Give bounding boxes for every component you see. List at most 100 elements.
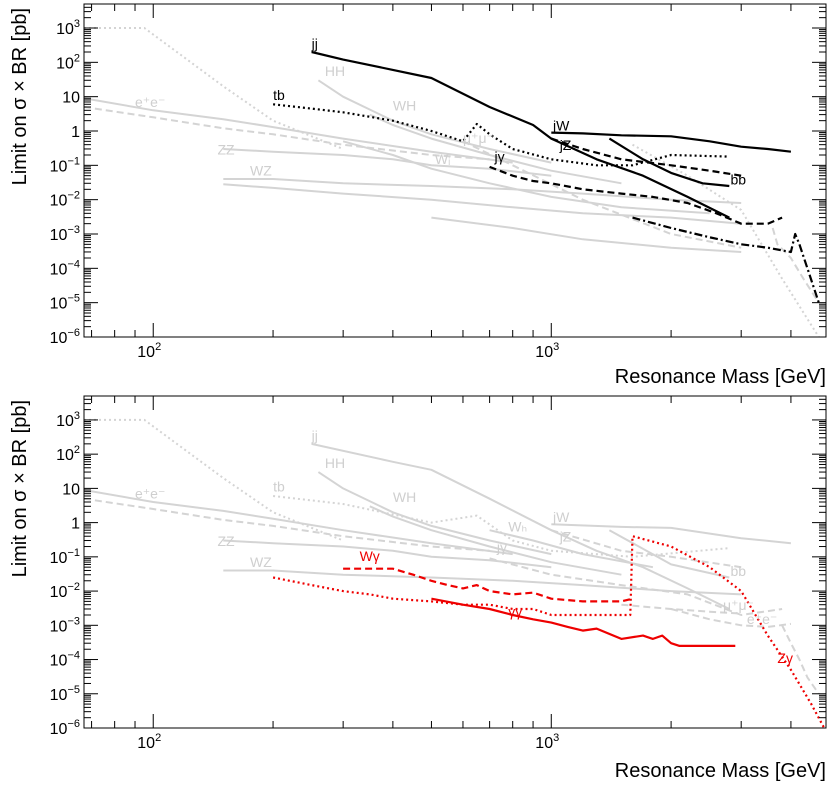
- series-label: WZ: [250, 163, 272, 179]
- series-line-jγ: [489, 557, 783, 616]
- series-label: WZ: [250, 554, 272, 570]
- x-axis-ticks: [91, 4, 792, 337]
- series-label: tb: [273, 87, 285, 103]
- series-line-ZZ: [223, 148, 552, 177]
- series-line-e⁺e⁻: [84, 418, 344, 542]
- series-label: jγ: [496, 539, 507, 555]
- y-tick-label: 10−4: [50, 650, 80, 670]
- series-label: e⁺e⁻: [747, 611, 777, 627]
- series-label: e⁺e⁻: [135, 94, 165, 110]
- y-tick-label: 10−6: [50, 327, 80, 347]
- y-tick-label: 10−3: [50, 224, 80, 244]
- series-label: ZZ: [218, 141, 236, 157]
- series-line-unlabeled-2: [84, 497, 490, 552]
- series-label: jZ: [559, 137, 572, 153]
- series-line-unlabeled-19: [632, 216, 820, 304]
- series-label: jj: [311, 428, 318, 444]
- series-line-bb: [608, 529, 730, 579]
- y-tick-label: 1: [71, 124, 80, 141]
- y-tick-label: 103: [56, 410, 80, 430]
- series-label: tb: [273, 479, 285, 495]
- series-line-unlabeled-10: [431, 216, 742, 253]
- series-label: μ⁺μ⁻: [723, 597, 754, 613]
- y-tick-label: 102: [56, 52, 80, 72]
- series-line-μ⁺μ⁻: [621, 603, 742, 615]
- series-label: HH: [325, 63, 345, 79]
- plot-area: [84, 27, 820, 337]
- series-label: jW: [552, 509, 570, 525]
- x-axis-title: Resonance Mass [GeV]: [615, 760, 826, 782]
- series-line-bb: [608, 137, 730, 188]
- series-line-unlabeled-16: [781, 624, 820, 695]
- series-line-unlabeled-2: [84, 106, 490, 161]
- series-line-ZZ: [223, 539, 552, 569]
- series-label: γγ: [508, 604, 522, 620]
- y-axis-title: Limit on σ × BR [pb]: [9, 8, 31, 185]
- series-line-jW: [551, 131, 792, 153]
- series-line-γγ: [431, 597, 736, 648]
- series-label: ZZ: [218, 533, 236, 549]
- y-tick-label: 10−3: [50, 615, 80, 635]
- y-tick-label: 10−4: [50, 258, 80, 278]
- series-line-unlabeled-1: [84, 489, 513, 556]
- series-line-WH: [369, 113, 622, 185]
- y-axis-ticks: [84, 395, 826, 729]
- x-tick-label: 103: [535, 732, 559, 752]
- series-label: Zγ: [777, 650, 793, 666]
- y-tick-label: 103: [56, 18, 80, 38]
- series-line-jj: [311, 50, 730, 219]
- y-tick-label: 10−6: [50, 718, 80, 738]
- x-axis-ticks: [91, 396, 792, 728]
- series-label: Wₕ: [508, 519, 527, 535]
- series-label: jγ: [494, 148, 505, 164]
- series-line-jZ: [550, 137, 742, 177]
- chart-panel-2: e⁺e⁻ZZWZHHWHtbjjjWjZWₕjγbbμ⁺μ⁻e⁺e⁻WγγγZγ…: [9, 395, 827, 782]
- series-label: HH: [325, 455, 345, 471]
- y-tick-label: 10: [62, 481, 80, 498]
- x-tick-label: 102: [137, 732, 161, 752]
- series-line-unlabeled-1: [84, 97, 513, 164]
- x-axis-title: Resonance Mass [GeV]: [615, 366, 826, 388]
- y-tick-label: 10−5: [50, 684, 80, 704]
- series-line-HH: [317, 79, 552, 164]
- y-axis-ticks: [84, 3, 826, 338]
- chart-panel-1: e⁺e⁻ZZWZHHWHWᵢμ⁺μ⁻jjtbjWjZbbjγ1031021011…: [9, 3, 827, 388]
- y-tick-label: 10−2: [50, 581, 80, 601]
- series-line-tb: [272, 495, 730, 558]
- series-label: WH: [393, 97, 416, 113]
- series-label: Wγ: [360, 548, 380, 564]
- series-label: jW: [552, 117, 570, 133]
- y-tick-label: 10−1: [50, 155, 80, 175]
- series-line-e⁺e⁻: [670, 608, 792, 628]
- series-label: WH: [393, 489, 416, 505]
- x-tick-label: 102: [137, 341, 161, 361]
- y-axis-title: Limit on σ × BR [pb]: [9, 400, 31, 577]
- series-line-Wγ: [343, 567, 633, 603]
- y-tick-label: 10: [62, 90, 80, 107]
- series-label: jj: [311, 36, 318, 52]
- y-tick-label: 10−2: [50, 190, 80, 210]
- plot-frame: [83, 395, 827, 729]
- series-line-μ⁺μ⁻: [462, 140, 742, 249]
- series-line-e⁺e⁻: [84, 27, 344, 150]
- series-line-Wₕ: [489, 529, 654, 569]
- series-label: Wᵢ: [435, 151, 450, 167]
- series-label: e⁺e⁻: [135, 486, 165, 502]
- series-line-Wᵢ: [342, 140, 710, 215]
- y-tick-label: 102: [56, 444, 80, 464]
- series-line-WZ: [223, 178, 742, 204]
- series-label: jZ: [559, 529, 572, 545]
- y-tick-label: 10−1: [50, 547, 80, 567]
- series-line-jZ: [551, 529, 742, 569]
- series-line-unlabeled-11: [632, 143, 820, 337]
- series-line-WH: [369, 505, 622, 576]
- series-label: μ⁺μ⁻: [463, 130, 494, 146]
- series-label: bb: [731, 563, 747, 579]
- x-tick-label: 103: [535, 341, 559, 361]
- series-line-tb: [272, 103, 730, 167]
- plot-area: [84, 418, 826, 728]
- y-tick-label: 1: [71, 516, 80, 533]
- series-label: bb: [731, 171, 747, 187]
- y-tick-label: 10−5: [50, 293, 80, 313]
